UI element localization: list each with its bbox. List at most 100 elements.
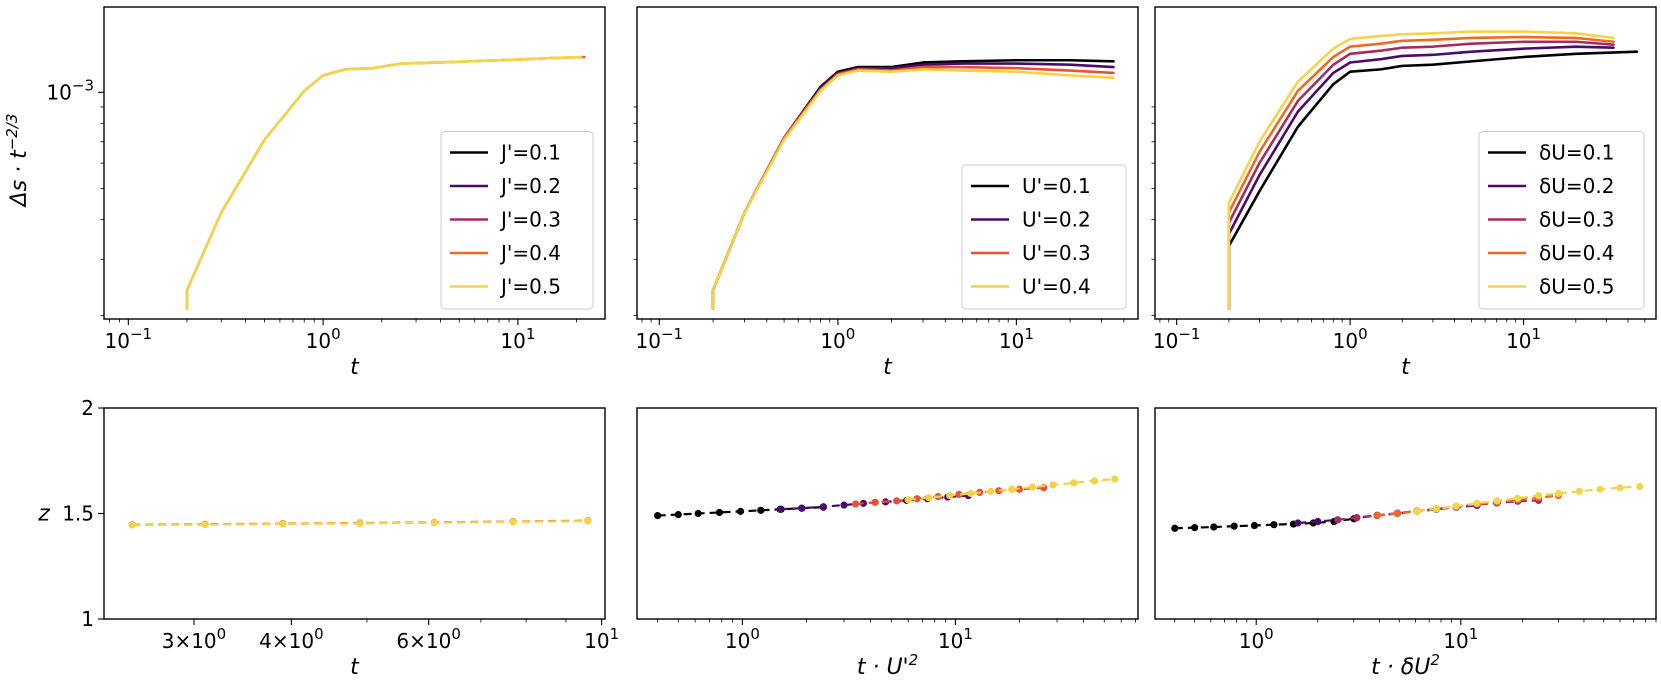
legend-label: U'=0.3 — [1022, 241, 1091, 265]
data-point — [1493, 497, 1501, 505]
data-point — [674, 510, 682, 519]
data-point — [819, 503, 827, 511]
x-tick-label: 10−1 — [636, 325, 684, 353]
series-line — [1227, 35, 1615, 311]
y-tick-label: 2 — [81, 396, 94, 420]
x-axis-label: t — [350, 655, 360, 680]
data-point — [1230, 522, 1238, 530]
series-dashed-line — [1416, 485, 1640, 513]
series-line — [711, 68, 1115, 311]
data-point — [1575, 487, 1583, 495]
legend-label: J'=0.1 — [499, 141, 561, 165]
data-point — [1049, 481, 1057, 489]
data-point — [871, 498, 879, 506]
y-tick-label: 1 — [81, 607, 94, 631]
series-line — [185, 55, 582, 311]
series-line — [1227, 30, 1615, 311]
data-point — [1171, 524, 1179, 532]
x-tick-label: 101 — [938, 625, 973, 653]
data-point — [1413, 507, 1421, 515]
data-point — [1314, 517, 1322, 526]
panel-bottom-left: 3×100 4×100 6×100 101 1 1.5 2 t z — [37, 396, 619, 680]
axes-frame — [1154, 407, 1657, 620]
data-point — [925, 494, 933, 502]
x-axis-label: t · δU2 — [1371, 651, 1440, 680]
plot-area — [654, 475, 1119, 520]
axes-frame — [636, 407, 1139, 620]
series-dashed-line — [1337, 499, 1539, 521]
data-point — [1111, 475, 1119, 483]
legend-box — [440, 131, 594, 310]
data-point — [1473, 499, 1481, 507]
axes-frame — [103, 407, 606, 620]
panel-top-mid: 10−1 100 101 t U'=0.1 U'=0.2 U'=0.3 U'=0.4 — [633, 6, 1139, 380]
series-dashed-line — [1174, 517, 1354, 530]
data-point — [584, 517, 592, 525]
data-point — [946, 491, 954, 500]
x-tick-label: 100 — [725, 625, 760, 653]
x-tick-label: 3×100 — [162, 625, 226, 653]
x-tick-label: 100 — [820, 325, 855, 353]
data-point — [201, 521, 209, 529]
data-point — [1294, 519, 1302, 527]
x-tick-label: 4×100 — [259, 625, 323, 653]
series-dashed-line — [1297, 504, 1478, 525]
x-tick-label: 100 — [306, 325, 341, 353]
data-point — [1250, 521, 1259, 530]
data-point — [852, 500, 860, 508]
data-point — [1534, 491, 1543, 500]
series-line — [1227, 50, 1639, 311]
series-line — [1227, 45, 1615, 311]
data-point — [1334, 516, 1342, 524]
x-tick-label: 100 — [1333, 325, 1368, 353]
axes-frame — [1154, 6, 1657, 320]
legend-label: δU=0.3 — [1539, 208, 1614, 232]
legend-label: δU=0.5 — [1539, 275, 1614, 299]
legend-box — [1478, 131, 1645, 310]
y-axis-label: Δs · t−2/3 — [3, 114, 32, 209]
data-point — [694, 509, 702, 518]
data-point — [509, 518, 517, 526]
axes-frame — [103, 6, 606, 320]
legend-label: J'=0.3 — [499, 208, 561, 232]
legend: J'=0.1 J'=0.2 J'=0.3 J'=0.4 J'=0.5 — [440, 131, 594, 310]
x-tick-label: 101 — [584, 625, 619, 653]
data-point — [776, 505, 784, 513]
data-point — [1393, 509, 1402, 518]
data-point — [1373, 512, 1381, 520]
legend-label: J'=0.2 — [499, 174, 561, 198]
plot-area — [128, 517, 592, 529]
data-point — [1008, 485, 1016, 493]
data-point — [967, 489, 975, 498]
data-point — [1514, 494, 1522, 502]
data-point — [798, 504, 806, 512]
legend-label: δU=0.1 — [1539, 141, 1614, 165]
plot-area — [1171, 482, 1644, 532]
data-point — [904, 496, 912, 504]
legend-label: U'=0.1 — [1022, 174, 1091, 198]
data-point — [128, 521, 136, 529]
y-axis-label: z — [37, 502, 50, 527]
data-point — [1270, 521, 1278, 529]
x-tick-label: 100 — [1239, 625, 1274, 653]
data-point — [1616, 484, 1624, 492]
y-tick-label: 1.5 — [62, 502, 94, 526]
x-axis-label: t — [883, 355, 893, 380]
plot-area — [1227, 30, 1639, 311]
data-point — [715, 508, 724, 517]
data-point — [1432, 505, 1441, 513]
series-line — [1227, 40, 1615, 311]
legend-box — [961, 164, 1127, 310]
data-point — [1636, 482, 1644, 491]
x-tick-label: 101 — [999, 325, 1034, 353]
data-point — [987, 487, 995, 495]
data-point — [913, 495, 921, 503]
data-point — [1353, 514, 1361, 522]
data-point — [736, 507, 745, 515]
legend-label: δU=0.4 — [1539, 241, 1614, 265]
data-point — [430, 519, 438, 527]
legend-label: J'=0.5 — [499, 275, 561, 299]
